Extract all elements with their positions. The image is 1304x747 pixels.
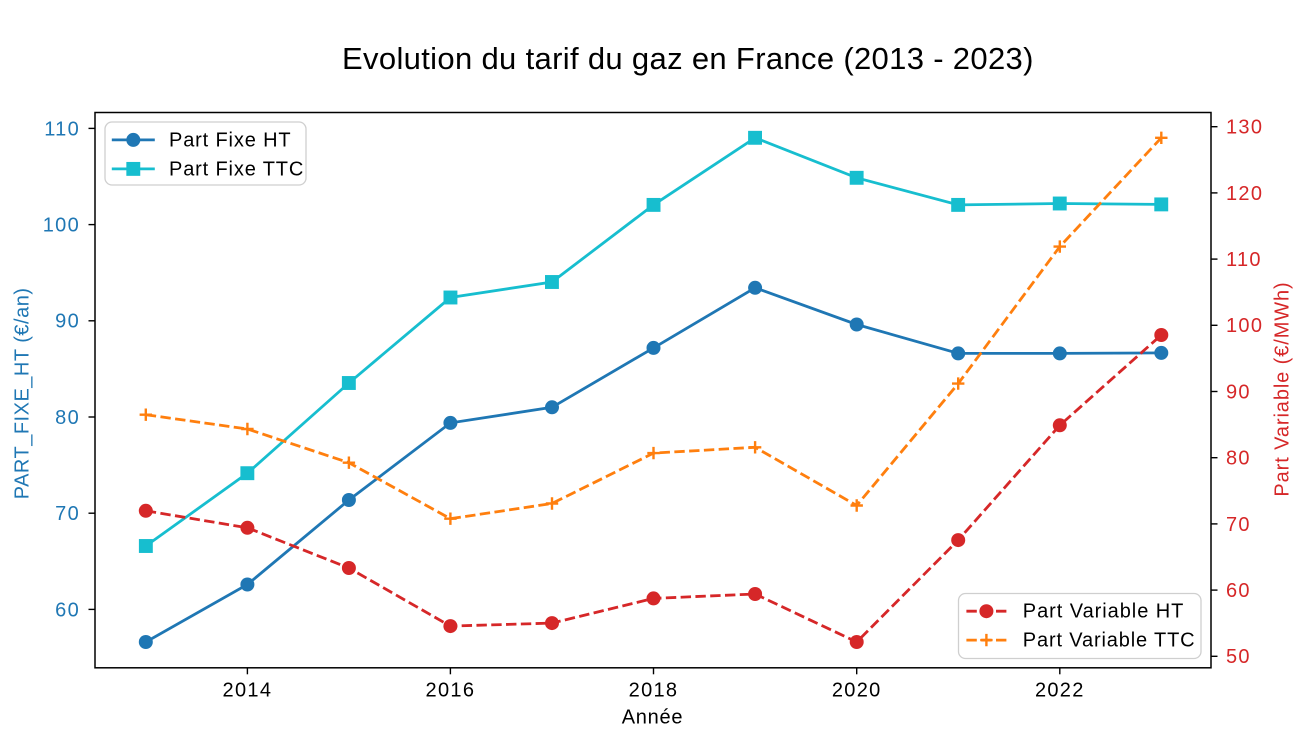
svg-text:70: 70 (1226, 514, 1251, 536)
svg-text:2014: 2014 (223, 680, 273, 702)
svg-text:50: 50 (1226, 646, 1251, 668)
svg-text:60: 60 (55, 599, 80, 621)
svg-text:2018: 2018 (629, 680, 679, 702)
svg-text:100: 100 (43, 215, 80, 237)
svg-text:Part Variable TTC: Part Variable TTC (1023, 630, 1196, 652)
svg-text:80: 80 (55, 407, 80, 429)
svg-text:2022: 2022 (1035, 680, 1085, 702)
svg-text:90: 90 (55, 311, 80, 333)
svg-text:70: 70 (55, 503, 80, 525)
svg-text:110: 110 (1226, 249, 1262, 271)
svg-text:130: 130 (1226, 117, 1263, 139)
svg-text:Evolution du tarif du gaz en F: Evolution du tarif du gaz en France (201… (342, 41, 1034, 76)
svg-text:Part Variable (€/MWh): Part Variable (€/MWh) (1272, 281, 1294, 496)
svg-text:Part Variable HT: Part Variable HT (1023, 601, 1185, 623)
svg-text:Année: Année (622, 707, 684, 729)
svg-text:2020: 2020 (832, 680, 882, 702)
svg-text:PART_FIXE_HT (€/an): PART_FIXE_HT (€/an) (12, 288, 34, 500)
svg-text:80: 80 (1226, 448, 1251, 470)
svg-text:60: 60 (1226, 580, 1251, 602)
svg-text:120: 120 (1226, 183, 1263, 205)
svg-text:Part Fixe HT: Part Fixe HT (169, 130, 291, 152)
svg-text:90: 90 (1226, 381, 1251, 403)
svg-text:100: 100 (1226, 315, 1263, 337)
svg-text:2016: 2016 (426, 680, 476, 702)
svg-text:110: 110 (44, 118, 80, 140)
svg-text:Part Fixe TTC: Part Fixe TTC (169, 159, 304, 181)
